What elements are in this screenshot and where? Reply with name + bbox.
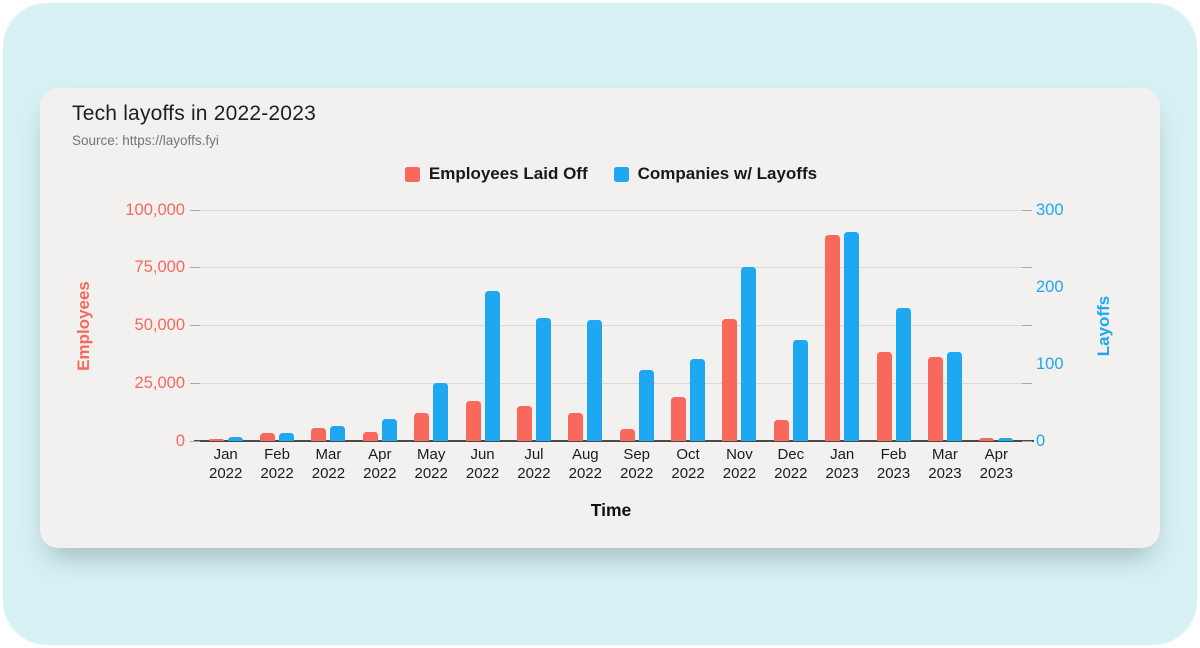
y-right-tick-label: 300: [1036, 200, 1064, 219]
y-axis-left-tick-mark: [190, 382, 200, 384]
employees-bar[interactable]: [876, 351, 892, 441]
employees-bar[interactable]: [516, 405, 532, 441]
x-tick-label: Sep 2022: [620, 446, 654, 482]
app-background-panel: Tech layoffs in 2022-2023 Source: https:…: [3, 3, 1197, 645]
employees-bar[interactable]: [773, 419, 789, 441]
gridline: [200, 382, 1022, 384]
y-right-tick-label: 100: [1036, 354, 1064, 373]
chart-source-link[interactable]: Source: https://layoffs.fyi: [72, 133, 219, 148]
employees-bar[interactable]: [362, 431, 378, 441]
y-axis-right-tick-mark: [1022, 209, 1032, 211]
companies-series-swatch-icon: [613, 166, 629, 182]
y-left-tick-label: 100,000: [125, 200, 185, 219]
y-left-tick-label: 0: [175, 431, 185, 450]
employees-bar[interactable]: [414, 412, 430, 441]
x-tick-label: Nov 2022: [722, 446, 757, 482]
y-axis-right-tick-mark: [1022, 440, 1032, 442]
y-right-tick-label: 0: [1036, 431, 1046, 450]
x-tick-label: Apr 2022: [363, 446, 397, 482]
employees-bar[interactable]: [208, 439, 224, 441]
x-axis-tick-labels: Jan 2022 Feb 2022 Mar 2022 Apr 2022 May 2022 Jun 20…: [200, 445, 1022, 483]
x-tick-label: May 2022: [414, 446, 448, 482]
employees-bar[interactable]: [311, 428, 327, 441]
companies-bar[interactable]: [535, 317, 551, 441]
companies-bar[interactable]: [330, 426, 346, 441]
companies-bar[interactable]: [946, 352, 962, 441]
employees-bar[interactable]: [465, 400, 481, 441]
y-axis-right-tick-labels: 0 100 200 300: [1036, 201, 1116, 450]
gridline: [200, 267, 1022, 269]
x-tick-label: Jan 2023: [825, 446, 859, 482]
x-axis-title: Time: [590, 500, 632, 520]
employees-bar[interactable]: [979, 438, 995, 441]
x-tick-label: Mar 2023: [928, 446, 962, 482]
x-tick-label: Jan 2022: [209, 446, 243, 482]
x-tick-label: Jun 2022: [465, 446, 500, 482]
companies-bar[interactable]: [227, 437, 243, 441]
companies-bar[interactable]: [484, 290, 500, 441]
y-axis-right-tick-mark: [1022, 382, 1032, 384]
companies-bar[interactable]: [690, 359, 706, 441]
x-tick-label: Feb 2023: [876, 446, 911, 482]
companies-bar[interactable]: [279, 432, 295, 441]
y-axis-left-tick-mark: [190, 209, 200, 211]
legend: Employees Laid Off Companies w/ Layoffs: [200, 163, 1022, 185]
legend-label-employees: Employees Laid Off: [428, 164, 588, 183]
companies-bar[interactable]: [638, 370, 654, 441]
gridline: [200, 325, 1022, 326]
y-left-tick-label: 75,000: [134, 258, 185, 277]
x-tick-label: Jul 2022: [517, 446, 551, 482]
y-right-tick-label: 200: [1036, 277, 1064, 296]
x-tick-label: Feb 2022: [260, 446, 294, 482]
employees-series-swatch-icon: [404, 166, 420, 182]
x-tick-label: Mar 2022: [311, 446, 346, 482]
employees-bar[interactable]: [568, 412, 584, 441]
y-axis-left-tick-mark: [190, 267, 200, 269]
employees-bar[interactable]: [825, 235, 841, 441]
x-tick-label: Oct 2022: [671, 446, 705, 482]
employees-bar[interactable]: [671, 396, 687, 441]
employees-bar[interactable]: [619, 428, 635, 441]
y-left-tick-label: 50,000: [134, 316, 185, 334]
employees-bar[interactable]: [260, 432, 276, 441]
y-axis-right-tick-mark: [1022, 325, 1032, 326]
companies-bar[interactable]: [587, 320, 603, 441]
plot-area: [190, 209, 1034, 442]
companies-bar[interactable]: [998, 437, 1014, 441]
employees-bar[interactable]: [722, 318, 738, 441]
gridline: [200, 209, 1022, 211]
y-axis-left-tick-mark: [190, 440, 200, 442]
employees-bar[interactable]: [927, 357, 943, 441]
y-left-tick-label: 25,000: [134, 373, 185, 392]
y-axis-left-tick-mark: [190, 325, 200, 326]
legend-item-companies[interactable]: Companies w/ Layoffs: [613, 163, 818, 185]
companies-bar[interactable]: [381, 418, 397, 441]
legend-label-companies: Companies w/ Layoffs: [637, 164, 818, 183]
companies-bar[interactable]: [741, 266, 757, 441]
y-axis-left-tick-labels: 0 25,000 50,000 75,000 100,000: [40, 201, 185, 450]
chart-title: Tech layoffs in 2022-2023: [72, 102, 316, 125]
x-axis-baseline: [194, 440, 1034, 442]
companies-bar[interactable]: [792, 340, 808, 441]
y-axis-right-tick-mark: [1022, 267, 1032, 269]
companies-bar[interactable]: [895, 307, 911, 441]
legend-item-employees[interactable]: Employees Laid Off: [404, 163, 588, 185]
x-tick-label: Apr 2023: [979, 446, 1013, 482]
x-tick-label: Dec 2022: [774, 446, 808, 482]
chart-card: Tech layoffs in 2022-2023 Source: https:…: [40, 88, 1160, 548]
x-tick-label: Aug 2022: [568, 446, 602, 482]
companies-bar[interactable]: [433, 383, 449, 441]
companies-bar[interactable]: [844, 231, 860, 441]
